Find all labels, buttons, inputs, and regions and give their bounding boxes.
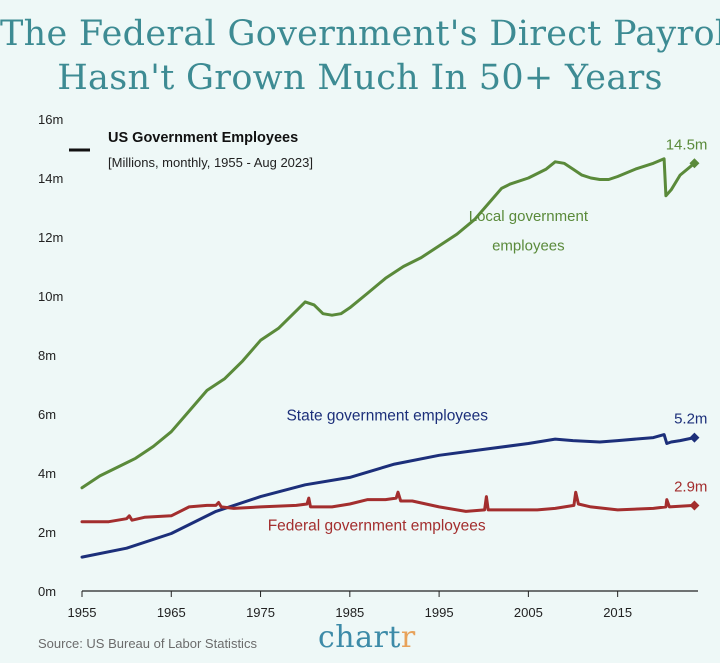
end-marker-federal bbox=[689, 500, 700, 511]
series-label-local-line1: Local government bbox=[469, 208, 589, 225]
series-label-local-line2: employees bbox=[492, 237, 565, 254]
chartr-logo: chartr bbox=[318, 620, 416, 655]
end-marker-local bbox=[689, 158, 700, 169]
x-tick-label: 2015 bbox=[603, 605, 632, 620]
y-tick-label: 6m bbox=[38, 407, 56, 422]
series-label-state: State government employees bbox=[286, 407, 488, 424]
x-tick-label: 1985 bbox=[335, 605, 364, 620]
y-tick-label: 2m bbox=[38, 525, 56, 540]
series-line-state bbox=[80, 433, 696, 559]
series-label-federal: Federal government employees bbox=[268, 518, 486, 535]
y-tick-label: 4m bbox=[38, 466, 56, 481]
chart-title-line1: The Federal Government's Direct Payroll bbox=[0, 14, 720, 54]
y-tick-label: 16m bbox=[38, 112, 63, 127]
legend-subtitle: [Millions, monthly, 1955 - Aug 2023] bbox=[108, 155, 313, 170]
x-tick-label: 1965 bbox=[157, 605, 186, 620]
logo-accent: r bbox=[400, 620, 416, 655]
x-tick-label: 1975 bbox=[246, 605, 275, 620]
series-line-local bbox=[80, 157, 696, 490]
logo-main: chart bbox=[318, 620, 401, 655]
y-tick-label: 14m bbox=[38, 171, 63, 186]
x-tick-label: 1955 bbox=[68, 605, 97, 620]
end-label-state: 5.2m bbox=[674, 411, 707, 428]
end-label-federal: 2.9m bbox=[674, 478, 707, 495]
y-tick-label: 12m bbox=[38, 230, 63, 245]
end-label-local: 14.5m bbox=[666, 136, 708, 153]
y-tick-label: 0m bbox=[38, 584, 56, 599]
chart-title-line2: Hasn't Grown Much In 50+ Years bbox=[57, 58, 663, 98]
y-tick-label: 10m bbox=[38, 289, 63, 304]
x-tick-label: 1995 bbox=[425, 605, 454, 620]
y-tick-label: 8m bbox=[38, 348, 56, 363]
source-note: Source: US Bureau of Labor Statistics bbox=[38, 636, 257, 651]
chart-title: The Federal Government's Direct Payroll … bbox=[0, 12, 720, 100]
end-marker-state bbox=[689, 432, 700, 443]
legend-title: US Government Employees bbox=[108, 130, 298, 146]
x-tick-label: 2005 bbox=[514, 605, 543, 620]
series-line-federal bbox=[80, 490, 696, 524]
